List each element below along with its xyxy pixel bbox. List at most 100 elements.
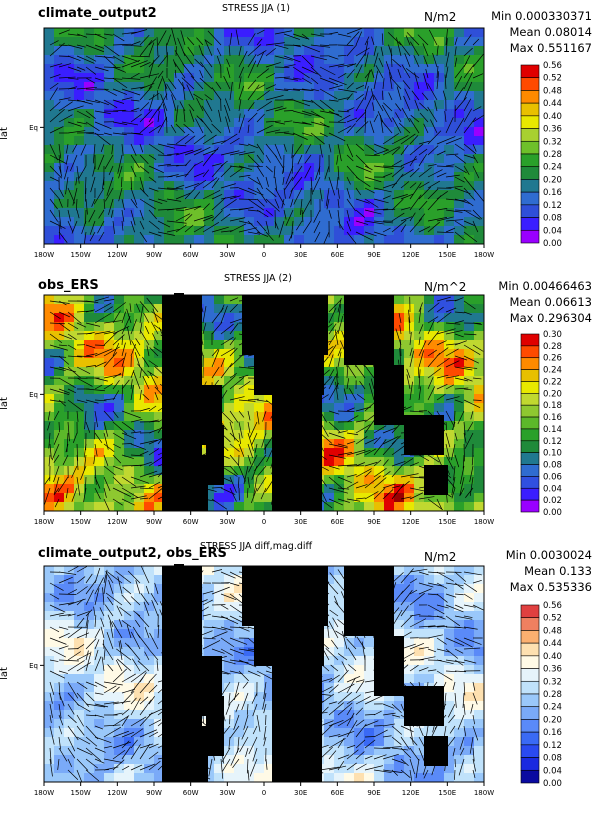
field-cell bbox=[134, 217, 145, 227]
stress-vector bbox=[166, 187, 184, 190]
field-cell bbox=[124, 73, 135, 83]
field-cell bbox=[44, 295, 55, 305]
field-cell bbox=[344, 403, 355, 413]
field-cell bbox=[224, 674, 235, 684]
field-cell bbox=[154, 136, 165, 146]
stress-vector bbox=[427, 319, 435, 335]
stress-vector bbox=[369, 325, 384, 335]
field-cell bbox=[334, 475, 345, 485]
field-cell bbox=[64, 593, 75, 603]
field-cell bbox=[214, 154, 225, 164]
field-cell bbox=[154, 629, 165, 639]
stress-vector bbox=[337, 33, 352, 38]
field-cell bbox=[394, 349, 405, 359]
stress-vector bbox=[343, 314, 348, 324]
colorbar-box bbox=[520, 369, 540, 382]
stress-vector bbox=[355, 97, 365, 112]
stress-vector bbox=[292, 33, 308, 40]
field-cell bbox=[424, 376, 435, 386]
stress-vector bbox=[364, 220, 385, 225]
field-cell bbox=[314, 55, 325, 65]
stress-vector bbox=[157, 490, 176, 500]
stress-vector bbox=[157, 422, 166, 434]
field-cell bbox=[454, 73, 465, 83]
stress-vector bbox=[409, 476, 428, 479]
field-cell bbox=[454, 629, 465, 639]
field-cell bbox=[354, 64, 365, 74]
stress-vector bbox=[139, 40, 153, 57]
field-cell bbox=[144, 82, 155, 92]
field-cell bbox=[104, 493, 115, 503]
field-cell bbox=[54, 656, 65, 666]
field-cell bbox=[334, 593, 345, 603]
field-cell bbox=[424, 331, 435, 341]
stress-vector bbox=[139, 102, 150, 112]
stress-vector bbox=[256, 209, 269, 218]
field-cell bbox=[444, 385, 455, 395]
field-cell bbox=[64, 466, 75, 476]
field-cell bbox=[84, 118, 95, 128]
field-cell bbox=[74, 493, 85, 503]
stress-vector bbox=[157, 482, 170, 489]
field-cell bbox=[324, 683, 335, 693]
field-cell bbox=[134, 448, 145, 458]
field-cell bbox=[94, 602, 105, 612]
field-cell bbox=[254, 448, 265, 458]
stress-vector bbox=[301, 88, 314, 91]
stress-vector bbox=[247, 124, 250, 134]
field-cell bbox=[334, 502, 345, 512]
field-cell bbox=[434, 55, 445, 65]
field-cell bbox=[134, 73, 145, 83]
field-cell bbox=[414, 385, 425, 395]
stress-vector bbox=[75, 198, 78, 211]
field-cell bbox=[124, 217, 135, 227]
field-cell bbox=[414, 475, 425, 485]
stress-vector bbox=[175, 445, 194, 456]
field-cell bbox=[44, 199, 55, 209]
field-cell bbox=[134, 439, 145, 449]
stress-vector bbox=[382, 182, 398, 189]
stress-vector bbox=[436, 45, 439, 57]
field-cell bbox=[54, 295, 65, 305]
stress-vector bbox=[319, 443, 324, 452]
field-cell bbox=[294, 127, 305, 137]
field-cell bbox=[124, 340, 135, 350]
field-cell bbox=[294, 64, 305, 74]
field-cell bbox=[54, 502, 65, 512]
stress-vector bbox=[72, 187, 78, 206]
stress-vector bbox=[202, 498, 216, 502]
stress-vector bbox=[422, 43, 429, 57]
stress-vector bbox=[310, 99, 325, 111]
field-cell bbox=[474, 728, 485, 738]
colorbar: 0.560.520.480.440.400.360.320.280.240.20… bbox=[520, 61, 562, 249]
field-cell bbox=[64, 235, 75, 245]
stress-vector bbox=[418, 369, 421, 390]
stress-vector bbox=[274, 198, 280, 209]
field-cell bbox=[84, 430, 95, 440]
stress-vector bbox=[319, 99, 335, 112]
field-cell bbox=[404, 304, 415, 314]
field-cell bbox=[294, 28, 305, 38]
field-cell bbox=[144, 136, 155, 146]
stress-vector bbox=[149, 372, 159, 390]
field-cell bbox=[454, 163, 465, 173]
field-cell bbox=[284, 118, 295, 128]
stress-vector bbox=[130, 209, 136, 226]
field-cell bbox=[204, 629, 215, 639]
field-cell bbox=[324, 448, 335, 458]
field-cell bbox=[384, 145, 395, 155]
stress-vector bbox=[301, 443, 305, 454]
stress-vector bbox=[328, 382, 339, 401]
field-cell bbox=[264, 28, 275, 38]
field-cell bbox=[374, 692, 385, 702]
stress-vector bbox=[103, 132, 113, 136]
stress-vector bbox=[373, 231, 387, 237]
stress-vector bbox=[328, 375, 336, 390]
field-cell bbox=[144, 358, 155, 368]
stress-vector bbox=[112, 432, 125, 441]
field-cell bbox=[194, 235, 205, 245]
field-cell bbox=[474, 656, 485, 666]
field-cell bbox=[124, 728, 135, 738]
field-cell bbox=[204, 566, 215, 576]
field-cell bbox=[44, 448, 55, 458]
